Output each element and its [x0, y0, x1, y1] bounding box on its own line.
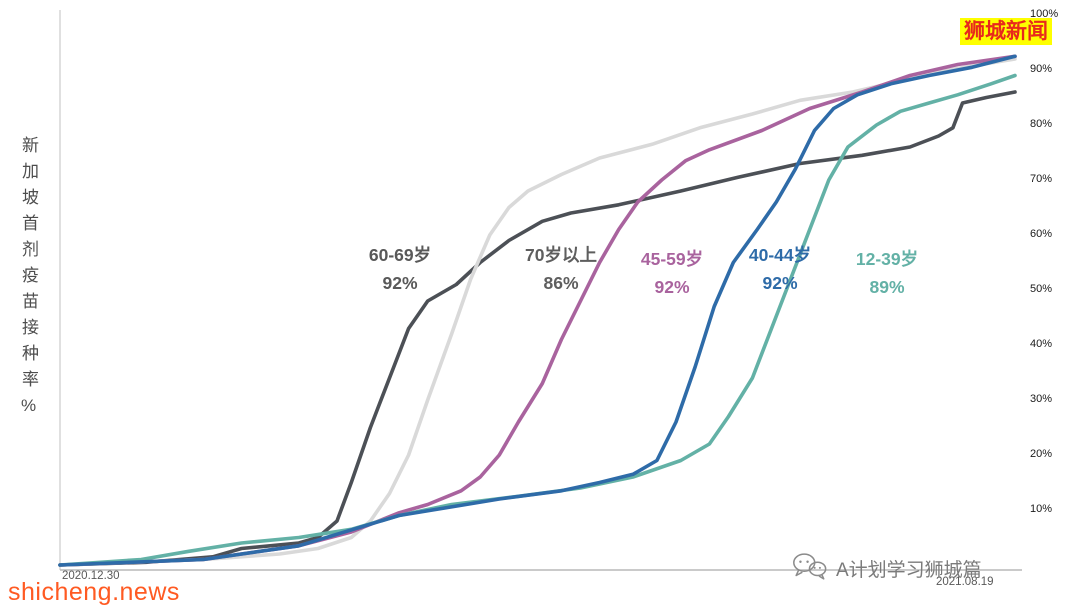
bottom-left-watermark: shicheng.news: [8, 578, 180, 606]
y-tick-label: 70%: [1030, 173, 1053, 185]
line-40-44岁: [58, 54, 1017, 567]
y-tick-label: 90%: [1030, 63, 1053, 75]
y-tick-label: 50%: [1030, 283, 1053, 295]
line-60-69岁: [58, 57, 1017, 567]
y-tick-label: 100%: [1030, 8, 1059, 20]
y-tick-label: 30%: [1030, 393, 1053, 405]
line-70岁以上: [58, 90, 1017, 567]
line-12-39岁: [58, 73, 1017, 567]
top-right-watermark: 狮城新闻: [960, 18, 1052, 46]
series-lines: [58, 54, 1017, 567]
y-tick-label: 10%: [1030, 503, 1053, 515]
x-axis-end-date: 2021.08.19: [936, 576, 994, 588]
wechat-account-name: A计划学习狮城篇: [836, 560, 982, 581]
y-axis-tick-labels: 100% 90% 80% 70% 60% 50% 40% 30% 20% 10%: [1030, 0, 1080, 607]
y-tick-label: 80%: [1030, 118, 1053, 130]
y-tick-label: 60%: [1030, 228, 1053, 240]
x-axis-start-date: 2020.12.30: [62, 570, 120, 582]
y-tick-label: 20%: [1030, 448, 1053, 460]
line-45-59岁: [58, 54, 1017, 567]
y-tick-label: 40%: [1030, 338, 1053, 350]
wechat-credit: A计划学习狮城篇: [790, 550, 982, 587]
wechat-icon: [790, 550, 828, 587]
chart-vertical-title: 新加坡首剂疫苗接种率%: [19, 136, 38, 424]
